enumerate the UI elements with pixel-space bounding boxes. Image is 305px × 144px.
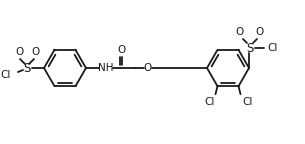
Text: Cl: Cl	[204, 97, 215, 107]
Text: O: O	[256, 27, 264, 37]
Text: O: O	[236, 27, 244, 37]
Text: Cl: Cl	[242, 97, 253, 107]
Text: S: S	[23, 61, 31, 74]
Text: O: O	[144, 63, 152, 73]
Text: Cl: Cl	[268, 43, 278, 53]
Text: NH: NH	[98, 63, 114, 73]
Text: O: O	[15, 47, 23, 57]
Text: Cl: Cl	[1, 70, 11, 80]
Text: O: O	[117, 45, 125, 55]
Text: O: O	[31, 47, 39, 57]
Text: S: S	[246, 41, 254, 54]
